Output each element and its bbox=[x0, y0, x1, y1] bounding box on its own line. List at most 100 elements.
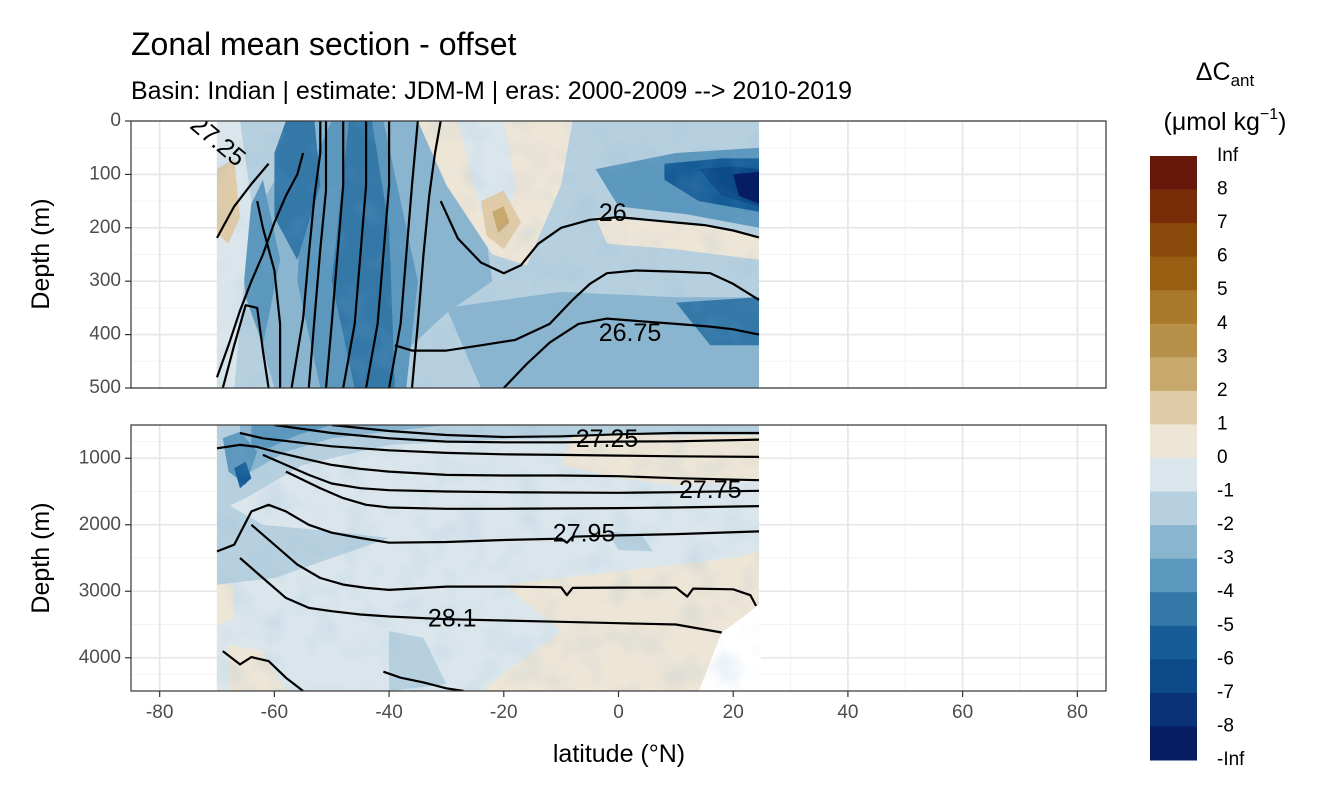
y-tick-label: 3000 bbox=[79, 580, 121, 601]
isopycnal-line bbox=[221, 304, 270, 388]
panel-upper-y-label: Depth (m) bbox=[27, 198, 55, 309]
isopycnal-line bbox=[222, 650, 304, 691]
chart-subtitle: Basin: Indian | estimate: JDM-M | eras: … bbox=[131, 77, 852, 105]
panel-lower-field bbox=[217, 425, 762, 691]
colorbar-units: (μmol kg−1) bbox=[1164, 106, 1287, 136]
colorbar-label: 1 bbox=[1217, 413, 1228, 434]
colorbar-units-prefix: (μmol kg bbox=[1164, 108, 1260, 136]
colorbar-title-main: ΔC bbox=[1196, 58, 1231, 86]
isopycnal-line bbox=[274, 425, 760, 444]
isopycnal-line bbox=[439, 200, 760, 275]
panel-upper-border bbox=[130, 120, 1107, 389]
colorbar-label: 8 bbox=[1217, 179, 1228, 200]
colorbar-swatch bbox=[1150, 424, 1197, 459]
colorbar-swatch bbox=[1150, 491, 1197, 526]
colorbar-label: 0 bbox=[1217, 447, 1228, 468]
colorbar-label: -5 bbox=[1217, 615, 1234, 636]
colorbar-labels: Inf 8 7 6 5 4 3 2 1 0 -1 -2 -3 -4 -5 -6 -7 -8 -Inf bbox=[1217, 145, 1245, 770]
colorbar-label: Inf bbox=[1217, 145, 1239, 166]
x-axis-label: latitude (°N) bbox=[553, 740, 685, 768]
isopycnal-line bbox=[394, 269, 760, 352]
isopycnal-line bbox=[216, 162, 270, 239]
colorbar-swatch bbox=[1150, 659, 1197, 694]
colorbar-label: -1 bbox=[1217, 481, 1234, 502]
colorbar-label: 2 bbox=[1217, 380, 1228, 401]
colorbar-label: 3 bbox=[1217, 346, 1228, 367]
colorbar-label: -Inf bbox=[1217, 749, 1245, 770]
isopycnal-line bbox=[410, 121, 442, 388]
colorbar-title: ΔCant bbox=[1196, 58, 1255, 90]
isopycnal-line bbox=[307, 121, 328, 388]
colorbar-swatch bbox=[1150, 357, 1197, 392]
colorbar-label: 4 bbox=[1217, 313, 1228, 334]
colorbar-swatches bbox=[1150, 156, 1197, 761]
colorbar-swatch bbox=[1150, 390, 1197, 425]
y-tick-label: 100 bbox=[89, 163, 121, 184]
colorbar-swatch bbox=[1150, 592, 1197, 627]
isopycnal-label: 28.1 bbox=[428, 604, 477, 632]
isopycnal-line bbox=[216, 503, 760, 553]
isopycnal-line bbox=[503, 317, 760, 388]
isopycnal-line bbox=[290, 121, 322, 388]
y-tick-label: 4000 bbox=[79, 647, 121, 668]
panel-lower-isopycnal-labels: 27.25 27.75 27.95 28.1 bbox=[428, 425, 742, 632]
y-tick-label: 400 bbox=[89, 324, 121, 345]
colorbar-label: -6 bbox=[1217, 648, 1234, 669]
x-tick-label: 80 bbox=[1067, 702, 1088, 723]
x-tick-label: 40 bbox=[837, 702, 858, 723]
colorbar-swatch bbox=[1150, 290, 1197, 325]
colorbar-label: 7 bbox=[1217, 212, 1228, 233]
panel-lower-y-axis: 1000 2000 3000 4000 bbox=[79, 447, 131, 668]
colorbar-label: -3 bbox=[1217, 548, 1234, 569]
x-tick-label: 60 bbox=[952, 702, 973, 723]
colorbar-units-exp: −1 bbox=[1260, 106, 1278, 123]
colorbar: ΔCant (μmol kg−1) Inf 8 7 6 5 4 3 2 1 0 -1 -2 -3 -4 -5… bbox=[1150, 58, 1286, 770]
colorbar-swatch bbox=[1150, 458, 1197, 493]
isopycnal-line bbox=[324, 121, 345, 388]
colorbar-swatch bbox=[1150, 525, 1197, 560]
panel-lower-y-label: Depth (m) bbox=[27, 502, 55, 613]
colorbar-label: -2 bbox=[1217, 514, 1234, 535]
x-tick-label: -40 bbox=[375, 702, 402, 723]
colorbar-label: 6 bbox=[1217, 246, 1228, 267]
colorbar-swatch bbox=[1150, 189, 1197, 224]
panel-lower: 27.25 27.75 27.95 28.1 1000 2000 3000 4000 Dep… bbox=[27, 424, 1107, 692]
x-tick-label: -60 bbox=[261, 702, 288, 723]
panel-lower-isopycnals bbox=[216, 425, 760, 691]
isopycnal-line bbox=[216, 443, 760, 482]
isopycnal-line bbox=[285, 470, 760, 510]
isopycnal-line bbox=[256, 200, 282, 388]
colorbar-units-suffix: ) bbox=[1278, 108, 1286, 136]
colorbar-swatch bbox=[1150, 223, 1197, 258]
panel-upper-y-axis: 0 100 200 300 400 500 bbox=[89, 110, 131, 398]
y-tick-label: 300 bbox=[89, 270, 121, 291]
isopycnal-label: 27.95 bbox=[553, 519, 616, 547]
isopycnal-line bbox=[342, 121, 368, 388]
isopycnal-line bbox=[365, 121, 391, 388]
x-tick-label: 20 bbox=[723, 702, 744, 723]
x-axis: -80 -60 -40 -20 0 20 40 60 80 bbox=[146, 691, 1088, 723]
y-tick-label: 200 bbox=[89, 217, 121, 238]
isopycnal-label: 26.75 bbox=[599, 319, 662, 347]
isopycnal-line bbox=[262, 453, 760, 494]
colorbar-label: -4 bbox=[1217, 581, 1234, 602]
colorbar-swatch bbox=[1150, 625, 1197, 660]
isopycnal-line bbox=[239, 431, 760, 458]
chart-title: Zonal mean section - offset bbox=[131, 26, 517, 62]
isopycnal-label: 26 bbox=[599, 199, 627, 227]
colorbar-swatch bbox=[1150, 558, 1197, 593]
y-tick-label: 0 bbox=[110, 110, 121, 131]
colorbar-title-sub: ant bbox=[1231, 71, 1255, 90]
isopycnal-line bbox=[383, 670, 464, 691]
colorbar-swatch bbox=[1150, 692, 1197, 727]
isopycnal-label: 27.75 bbox=[679, 476, 742, 504]
colorbar-swatch bbox=[1150, 726, 1197, 761]
y-tick-label: 2000 bbox=[79, 514, 121, 535]
x-tick-label: 0 bbox=[613, 702, 624, 723]
field-texture bbox=[217, 425, 760, 691]
x-tick-label: -20 bbox=[490, 702, 517, 723]
isopycnal-line bbox=[331, 425, 759, 439]
isopycnal-line bbox=[215, 152, 305, 378]
